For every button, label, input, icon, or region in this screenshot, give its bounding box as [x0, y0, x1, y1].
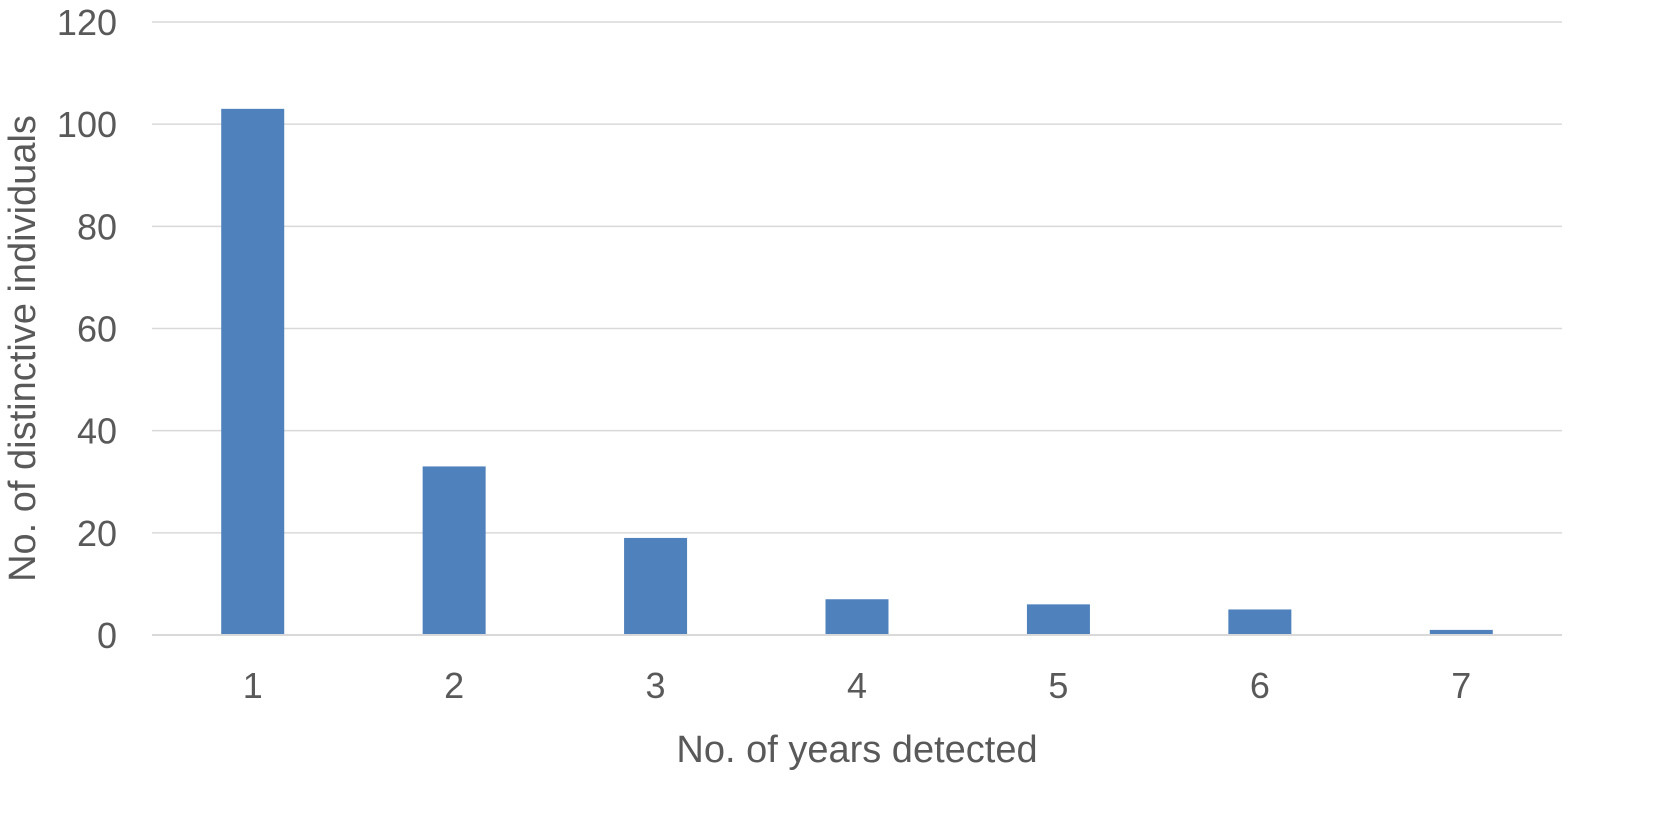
bar-2 [422, 466, 486, 635]
y-tick-label: 40 [77, 411, 117, 452]
y-tick-label: 100 [57, 104, 117, 145]
x-tick-label: 4 [847, 665, 867, 706]
bar-6 [1228, 609, 1292, 635]
bar-7 [1429, 629, 1493, 635]
bar-3 [624, 537, 688, 635]
y-tick-label: 80 [77, 206, 117, 247]
bar-1 [221, 108, 285, 635]
x-tick-label: 7 [1451, 665, 1471, 706]
x-tick-label: 3 [646, 665, 666, 706]
gridlines [152, 21, 1562, 534]
x-tick-label: 2 [444, 665, 464, 706]
bar-4 [825, 599, 889, 635]
x-axis-title: No. of years detected [676, 729, 1037, 771]
y-tick-label: 120 [57, 2, 117, 43]
x-axis-tick-labels: 1 2 3 4 5 6 7 [243, 665, 1472, 706]
bars [221, 108, 1493, 635]
y-tick-label: 20 [77, 513, 117, 554]
x-tick-label: 6 [1250, 665, 1270, 706]
y-axis-title: No. of distinctive individuals [2, 115, 44, 582]
y-axis-tick-labels: 0 20 40 60 80 100 120 [57, 2, 117, 656]
x-tick-label: 1 [243, 665, 263, 706]
bar-5 [1026, 604, 1090, 635]
x-tick-label: 5 [1048, 665, 1068, 706]
y-tick-label: 0 [97, 615, 117, 656]
y-tick-label: 60 [77, 309, 117, 350]
